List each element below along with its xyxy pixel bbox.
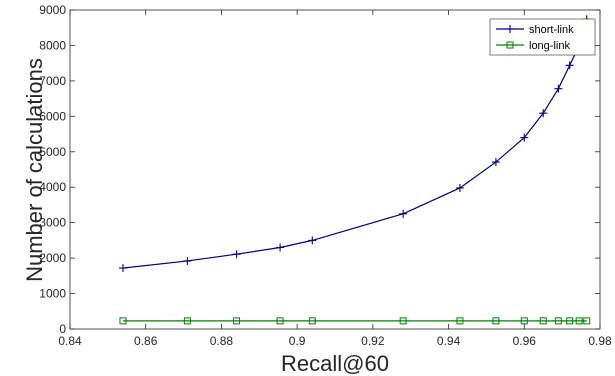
- data-point-long-link: [119, 317, 127, 325]
- data-point-short-link: [276, 243, 285, 252]
- y-tick-label: 2000: [39, 251, 66, 265]
- y-tick-label: 0: [59, 322, 66, 336]
- y-tick-label: 4000: [39, 180, 66, 194]
- legend-box: [489, 18, 596, 56]
- data-point-short-link: [554, 84, 563, 93]
- y-tick-label: 5000: [39, 145, 66, 159]
- data-point-short-link: [539, 109, 548, 118]
- y-tick-label: 1000: [39, 287, 66, 301]
- legend-label-long-link: long-link: [529, 40, 570, 52]
- data-point-short-link: [491, 158, 500, 167]
- data-point-short-link: [308, 236, 317, 245]
- series-layer: [119, 15, 591, 325]
- data-point-long-link: [183, 317, 191, 325]
- data-point-short-link: [520, 133, 529, 142]
- data-point-long-link: [276, 317, 284, 325]
- x-tick-label: 0.92: [361, 334, 385, 348]
- data-point-long-link: [539, 317, 547, 325]
- data-point-long-link: [233, 317, 241, 325]
- data-point-long-link: [492, 317, 500, 325]
- data-point-long-link: [399, 317, 407, 325]
- x-tick-label: 0.86: [134, 334, 158, 348]
- y-tick-label: 3000: [39, 216, 66, 230]
- x-tick-label: 0.84: [58, 334, 82, 348]
- x-axis-label: Recall@60: [281, 351, 389, 376]
- ticks-layer: 0.84 0.86 0.88 0.9 0.92 0.94 0.96 0.98 0 1000 2000…: [39, 3, 612, 348]
- x-tick-label: 0.9: [289, 334, 306, 348]
- data-point-long-link: [566, 317, 574, 325]
- data-point-long-link: [456, 317, 464, 325]
- data-point-short-link: [399, 209, 408, 218]
- y-axis-label: Number of calculations: [22, 58, 47, 282]
- series-line-short-link: [122, 19, 588, 269]
- series-long-link: [119, 317, 591, 325]
- data-point-short-link: [183, 256, 192, 265]
- x-tick-label: 0.96: [513, 334, 537, 348]
- data-point-short-link: [232, 250, 241, 259]
- legend-marker-long-link: [506, 41, 514, 49]
- data-point-long-link: [308, 317, 316, 325]
- data-point-short-link: [565, 61, 574, 70]
- y-tick-label: 8000: [39, 38, 66, 52]
- series-short-link: [119, 15, 591, 273]
- plot-frame: [69, 9, 601, 330]
- y-tick-label: 7000: [39, 74, 66, 88]
- data-point-long-link: [583, 317, 591, 325]
- y-tick-label: 6000: [39, 109, 66, 123]
- x-tick-label: 0.98: [588, 334, 612, 348]
- y-tick-label: 9000: [39, 3, 66, 17]
- data-point-short-link: [119, 264, 127, 273]
- legend-marker-short-link: [506, 25, 514, 33]
- legend-items: short-link long-link: [496, 24, 574, 52]
- data-point-long-link: [575, 317, 583, 325]
- data-point-long-link: [554, 317, 562, 325]
- x-tick-label: 0.94: [437, 334, 461, 348]
- data-point-short-link: [455, 183, 464, 192]
- legend: short-link long-link: [489, 18, 596, 56]
- data-point-long-link: [520, 317, 528, 325]
- plot-area: [70, 10, 600, 329]
- x-tick-label: 0.88: [210, 334, 234, 348]
- legend-label-short-link: short-link: [529, 24, 574, 36]
